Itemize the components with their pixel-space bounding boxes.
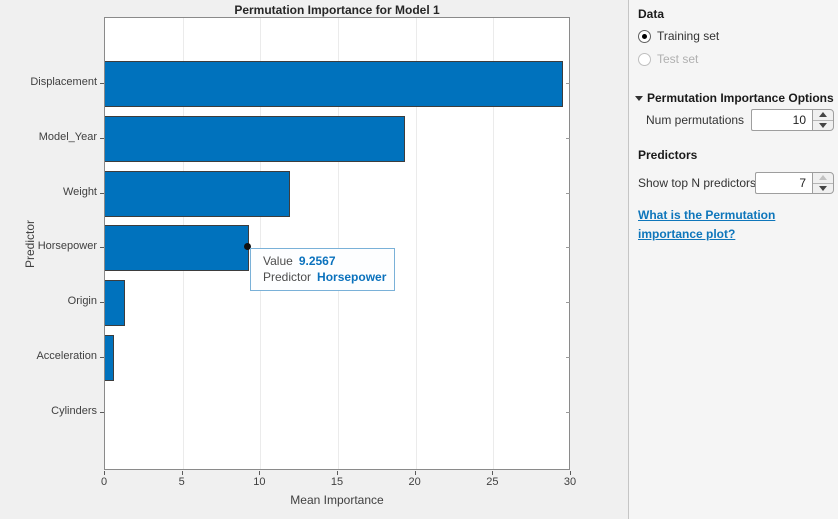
- x-tick-label: 10: [253, 476, 266, 488]
- help-link[interactable]: What is the Permutation importance plot?: [638, 208, 776, 241]
- radio-selected-icon: [638, 29, 651, 43]
- y-tick-mark: [100, 302, 104, 304]
- x-tick-label: 15: [330, 476, 344, 488]
- bar-weight[interactable]: [105, 170, 290, 217]
- gridline: [260, 18, 262, 469]
- x-tick-label: 0: [100, 476, 108, 488]
- bar-origin[interactable]: [105, 280, 126, 327]
- y-tick-mark-right: [566, 137, 570, 139]
- x-axis-label: Mean Importance: [290, 493, 384, 507]
- datatip-value-row: Value 9.2567: [263, 253, 394, 269]
- datatip-value: 9.2567: [298, 254, 336, 268]
- spin-down-button[interactable]: [813, 121, 833, 131]
- arrow-up-icon: [819, 175, 827, 181]
- datatip-predictor-label: Predictor: [263, 270, 312, 284]
- num-permutations-label: Num permutations: [646, 113, 745, 127]
- x-tick-label: 5: [178, 476, 185, 488]
- y-tick-label: Acceleration: [36, 350, 97, 363]
- x-tick-mark: [414, 471, 416, 475]
- plot-area[interactable]: [104, 17, 570, 470]
- y-tick-mark-right: [566, 83, 570, 84]
- y-tick-mark: [100, 192, 104, 194]
- x-tick-mark: [104, 471, 105, 475]
- y-tick-label: Model_Year: [38, 130, 97, 143]
- y-tick-label: Horsepower: [37, 240, 97, 253]
- x-tick-mark: [259, 471, 261, 475]
- gridline: [338, 18, 339, 469]
- y-tick-mark-right: [566, 302, 570, 304]
- options-panel: Data Training set Test set Permutation I…: [629, 0, 838, 519]
- collapse-triangle-icon: [635, 95, 643, 101]
- show-top-predictors-spinner[interactable]: [755, 172, 834, 194]
- datatip-predictor: Horsepower: [317, 270, 387, 284]
- arrow-down-icon: [819, 185, 827, 191]
- radio-test-set: Test set: [638, 52, 698, 66]
- y-tick-mark-right: [566, 357, 570, 359]
- y-tick-mark: [100, 83, 104, 84]
- arrow-down-icon: [819, 122, 827, 128]
- x-tick-label: 25: [486, 476, 499, 488]
- show-top-predictors-label: Show top N predictors: [638, 176, 757, 190]
- radio-training-set-label: Training set: [657, 29, 720, 43]
- radio-training-set[interactable]: Training set: [638, 29, 719, 43]
- num-permutations-input[interactable]: [751, 109, 812, 131]
- y-tick-mark: [100, 411, 104, 413]
- y-tick-mark: [100, 137, 104, 139]
- x-tick-mark: [181, 471, 183, 475]
- bar-acceleration[interactable]: [105, 335, 115, 382]
- datatip-tooltip: Value 9.2567 Predictor Horsepower: [250, 248, 395, 291]
- x-tick-label: 20: [408, 476, 421, 488]
- x-tick-label: 30: [563, 476, 577, 488]
- data-section-heading: Data: [638, 7, 665, 21]
- y-tick-mark-right: [566, 411, 570, 413]
- x-tick-mark: [492, 471, 494, 475]
- spin-up-button[interactable]: [813, 173, 833, 184]
- arrow-up-icon: [819, 112, 827, 118]
- num-permutations-spin-buttons: [812, 109, 834, 131]
- datatip-predictor-row: Predictor Horsepower: [263, 269, 394, 285]
- show-top-spin-buttons: [812, 172, 834, 194]
- options-section-heading: Permutation Importance Options: [647, 91, 834, 105]
- y-tick-mark-right: [566, 192, 570, 194]
- gridline: [493, 18, 495, 469]
- spin-down-button[interactable]: [813, 184, 833, 194]
- predictors-section-heading: Predictors: [638, 148, 698, 162]
- spin-up-button[interactable]: [813, 110, 833, 121]
- y-tick-mark: [100, 357, 104, 359]
- bar-horsepower[interactable]: [105, 225, 249, 272]
- y-tick-label: Displacement: [30, 76, 97, 88]
- y-tick-label: Weight: [62, 185, 97, 198]
- panel-divider: [628, 0, 629, 519]
- datatip-value-label: Value: [263, 254, 293, 268]
- datatip-marker-icon[interactable]: [244, 243, 251, 250]
- chart-title: Permutation Importance for Model 1: [234, 3, 440, 17]
- y-tick-mark: [100, 247, 104, 249]
- x-tick-mark: [337, 471, 338, 475]
- gridline: [415, 18, 417, 469]
- radio-test-set-label: Test set: [657, 52, 699, 66]
- y-tick-label: Origin: [67, 295, 97, 308]
- show-top-predictors-input[interactable]: [755, 172, 812, 194]
- num-permutations-spinner[interactable]: [751, 109, 834, 131]
- chart-region: Permutation Importance for Model 1 Predi…: [23, 3, 577, 507]
- radio-unselected-icon: [638, 52, 651, 66]
- options-section-toggle[interactable]: Permutation Importance Options: [635, 91, 834, 105]
- y-tick-label: Cylinders: [51, 404, 97, 417]
- bar-displacement[interactable]: [105, 61, 564, 107]
- y-tick-mark-right: [566, 247, 570, 249]
- x-tick-mark: [570, 471, 571, 475]
- bar-model_year[interactable]: [105, 115, 405, 162]
